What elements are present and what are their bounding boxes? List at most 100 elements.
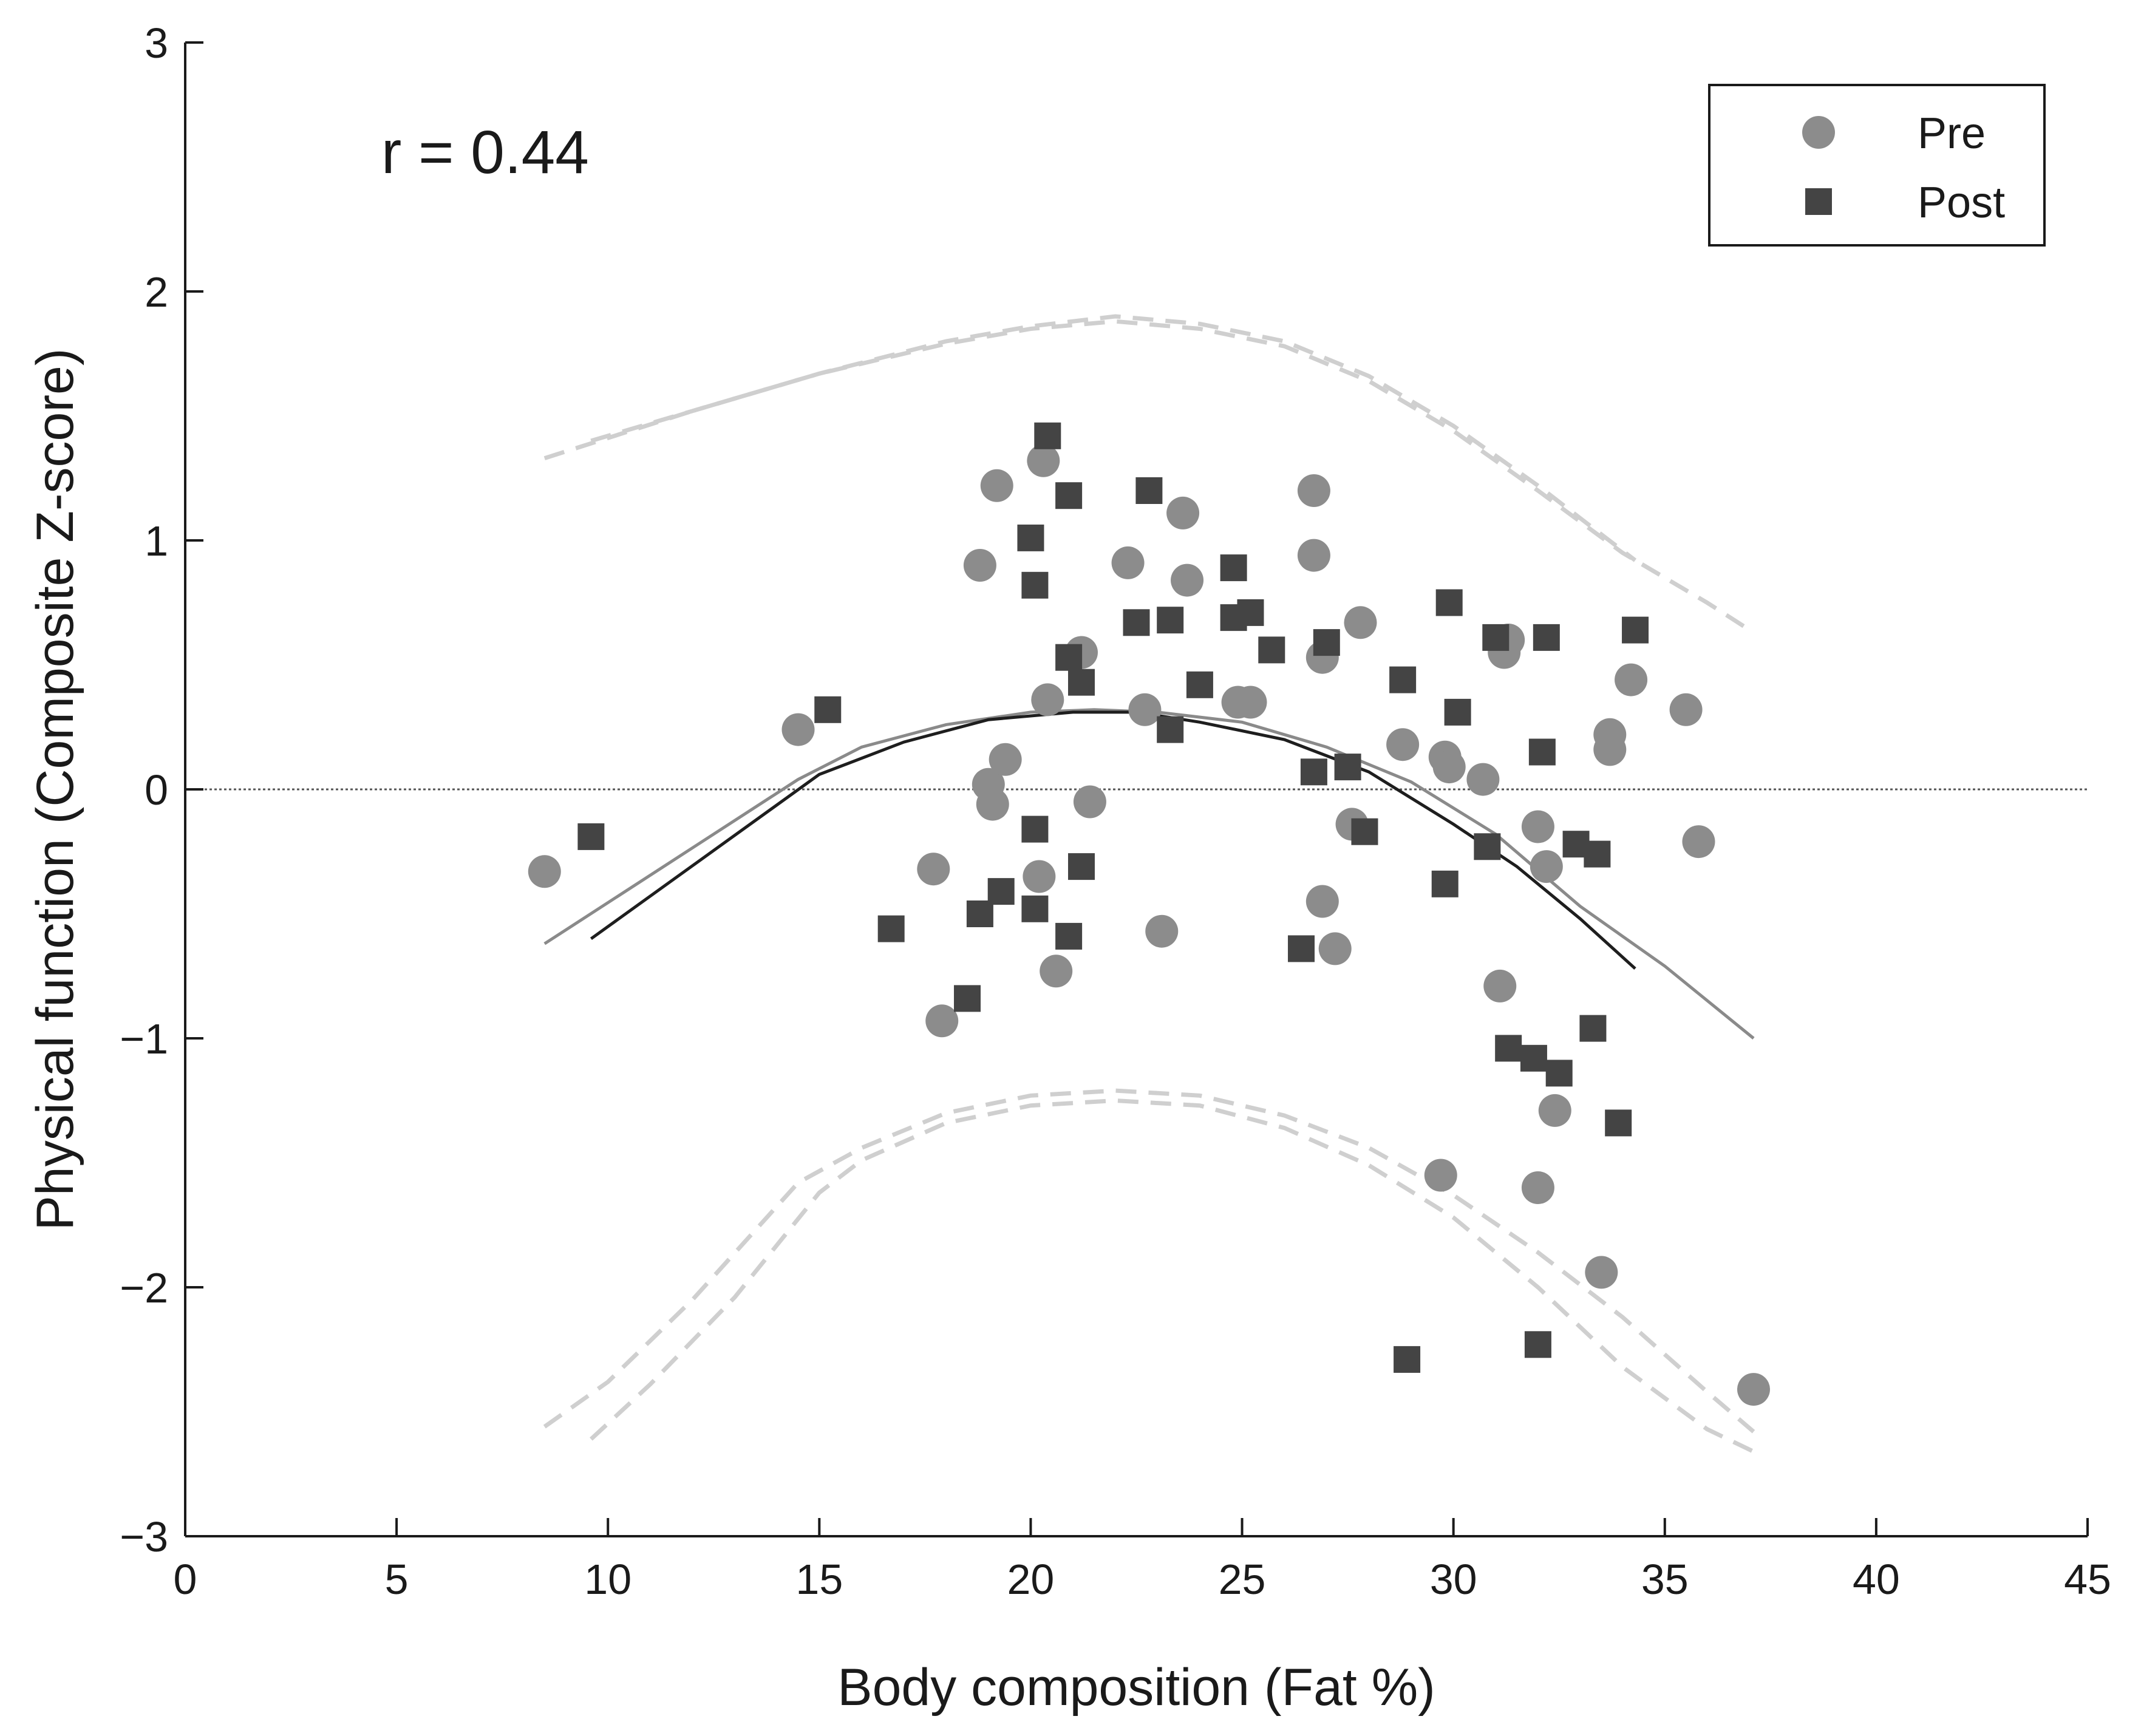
pre-point bbox=[1128, 693, 1162, 726]
post-point bbox=[1351, 818, 1378, 845]
y-ticks: −3 −2 −1 0 1 2 3 bbox=[120, 19, 203, 1561]
correlation-annotation: r = 0.44 bbox=[381, 118, 589, 186]
pre-point bbox=[1424, 1159, 1457, 1192]
x-axis-title: Body composition (Fat %) bbox=[837, 1658, 1435, 1717]
x-tick-label: 0 bbox=[174, 1556, 197, 1603]
post-point bbox=[1157, 607, 1184, 634]
pre-point bbox=[1171, 563, 1204, 597]
post-point bbox=[1055, 644, 1083, 671]
pre-point bbox=[1682, 825, 1715, 859]
pre-point bbox=[1297, 474, 1330, 507]
pre-point bbox=[528, 855, 561, 888]
post-point bbox=[1622, 616, 1649, 644]
pre-point bbox=[1305, 885, 1339, 918]
post-point bbox=[1186, 671, 1213, 698]
post-point bbox=[1495, 1035, 1522, 1062]
pre-point bbox=[1234, 686, 1267, 719]
y-tick-label: −3 bbox=[120, 1513, 168, 1561]
legend-box bbox=[1708, 84, 2046, 247]
x-tick-label: 45 bbox=[2064, 1556, 2111, 1603]
pre-point bbox=[980, 469, 1013, 502]
y-tick-label: 2 bbox=[145, 268, 168, 316]
pre-point bbox=[1111, 546, 1145, 579]
pre-point bbox=[1027, 444, 1060, 477]
ci-upper-pre bbox=[543, 319, 1755, 635]
x-tick-label: 5 bbox=[385, 1556, 409, 1603]
post-point bbox=[1157, 716, 1184, 743]
post-point bbox=[1300, 758, 1327, 786]
post-point bbox=[966, 900, 993, 927]
pre-point bbox=[1073, 785, 1106, 819]
pre-point bbox=[1166, 496, 1200, 529]
ci-lower-pre bbox=[543, 1088, 1755, 1434]
pre-point bbox=[917, 853, 950, 886]
legend-post-marker bbox=[1805, 188, 1832, 215]
post-point bbox=[1220, 554, 1247, 582]
post-point bbox=[1055, 922, 1083, 950]
fit-curve-pre bbox=[543, 708, 1755, 1040]
post-point bbox=[1482, 624, 1510, 651]
pre-point bbox=[1530, 850, 1563, 883]
post-point bbox=[1258, 636, 1285, 664]
post-point bbox=[1237, 599, 1264, 626]
post-point bbox=[1135, 477, 1163, 504]
post-point bbox=[1021, 895, 1049, 922]
post-point bbox=[1579, 1015, 1607, 1042]
fit-curves bbox=[543, 708, 1755, 1040]
pre-point bbox=[1432, 751, 1466, 784]
post-point bbox=[1067, 669, 1095, 696]
post-point bbox=[1067, 853, 1095, 880]
ci-upper-post bbox=[590, 314, 1637, 562]
post-point bbox=[1313, 629, 1340, 656]
pre-point bbox=[1585, 1256, 1618, 1289]
pre-point bbox=[1521, 1171, 1554, 1204]
pre-point bbox=[1538, 1094, 1571, 1127]
post-point bbox=[954, 985, 981, 1012]
post-point bbox=[987, 878, 1015, 905]
pre-point bbox=[1466, 763, 1500, 796]
post-point bbox=[1474, 833, 1501, 860]
fit-curve-post bbox=[590, 710, 1636, 970]
y-tick-label: 0 bbox=[145, 766, 168, 814]
post-point bbox=[1533, 624, 1560, 651]
post-point bbox=[1055, 482, 1083, 509]
x-ticks: 0 5 10 15 20 25 30 35 40 45 bbox=[174, 1518, 2111, 1603]
confidence-bands bbox=[543, 314, 1755, 1454]
data-points bbox=[528, 422, 1770, 1406]
post-point bbox=[1017, 524, 1044, 551]
pre-point bbox=[1593, 733, 1627, 766]
post-point bbox=[1034, 422, 1061, 449]
post-point bbox=[1334, 754, 1361, 781]
pre-point bbox=[976, 788, 1009, 821]
legend-post-label: Post bbox=[1918, 179, 2005, 227]
ci-lower-post bbox=[590, 1098, 1755, 1454]
y-tick-label: −1 bbox=[120, 1015, 168, 1063]
pre-point bbox=[1615, 663, 1648, 696]
post-point bbox=[1444, 698, 1471, 726]
post-point bbox=[577, 823, 605, 850]
x-tick-label: 20 bbox=[1007, 1556, 1055, 1603]
legend-pre-marker bbox=[1802, 116, 1835, 149]
post-point bbox=[1123, 609, 1150, 636]
post-point bbox=[814, 696, 842, 723]
pre-point bbox=[1483, 969, 1517, 1002]
pre-point bbox=[1040, 955, 1073, 988]
y-axis-title: Physical function (Composite Z-score) bbox=[26, 349, 84, 1231]
axes: 0 5 10 15 20 25 30 35 40 45 −3 −2 −1 0 1 2 3 bbox=[120, 19, 2111, 1603]
y-tick-label: −2 bbox=[120, 1264, 168, 1312]
pre-point bbox=[1386, 728, 1420, 761]
post-point bbox=[1389, 666, 1417, 693]
x-tick-label: 40 bbox=[1853, 1556, 1900, 1603]
post-point bbox=[1021, 571, 1049, 599]
pre-point bbox=[781, 713, 815, 746]
post-point bbox=[1435, 589, 1463, 616]
post-point bbox=[1524, 1331, 1551, 1358]
post-point bbox=[1520, 1044, 1547, 1072]
x-tick-label: 35 bbox=[1641, 1556, 1689, 1603]
y-tick-label: 3 bbox=[145, 19, 168, 67]
post-point bbox=[1431, 870, 1459, 897]
post-point bbox=[1021, 815, 1049, 843]
y-tick-label: 1 bbox=[145, 517, 168, 565]
